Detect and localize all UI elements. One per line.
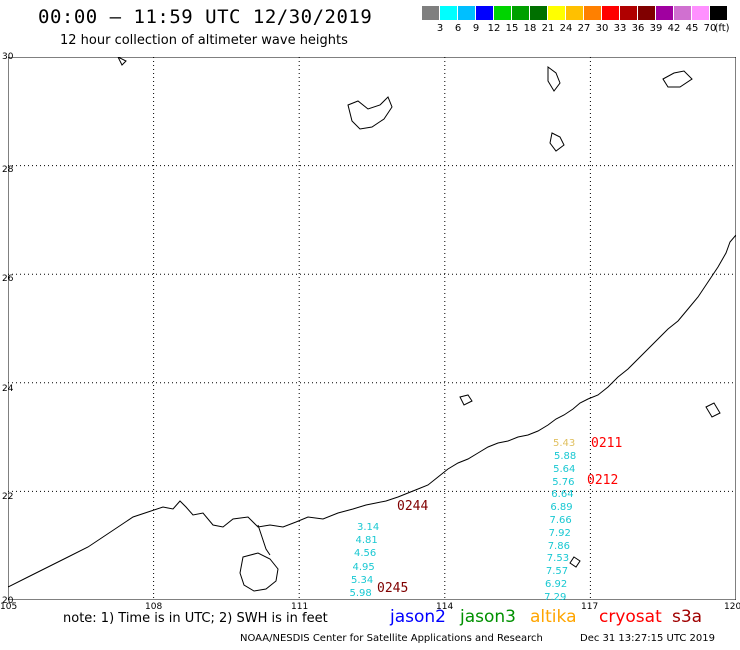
orbit-label-0211: 0211: [591, 436, 623, 451]
scale-label: 18: [523, 23, 537, 34]
scale-swatch: [674, 6, 691, 20]
scale-swatch: [566, 6, 583, 20]
swh-value: 7.57: [545, 566, 569, 578]
map-plot: [7, 55, 737, 601]
hainan-island: [239, 552, 279, 592]
map-frame: [7, 56, 737, 601]
latitude-label: 24: [2, 384, 14, 394]
credit-text: NOAA/NESDIS Center for Satellite Applica…: [240, 633, 543, 644]
island-north-4: [549, 132, 565, 152]
scale-swatch: [494, 6, 511, 20]
swh-value: 4.81: [355, 535, 378, 547]
scale-label: 30: [595, 23, 609, 34]
latitude-label: 20: [2, 596, 14, 606]
scale-swatch: [440, 6, 457, 20]
longitude-label: 117: [581, 602, 599, 612]
scale-label: 3: [436, 23, 444, 34]
latitude-label: 26: [2, 274, 14, 284]
latitude-label: 30: [2, 52, 14, 62]
scale-label: 12: [487, 23, 501, 34]
scale-label: 45: [685, 23, 699, 34]
island-north-2: [547, 66, 561, 92]
scale-label: 21: [541, 23, 555, 34]
orbit-label-0245: 0245: [377, 581, 409, 596]
island-small-1: [459, 394, 473, 406]
scale-label: 36: [631, 23, 645, 34]
swh-value: 6.64: [551, 489, 574, 501]
scale-label: 42: [667, 23, 681, 34]
swh-value: 7.53: [546, 553, 570, 565]
scale-label: (ft): [714, 23, 730, 34]
scale-swatch: [530, 6, 547, 20]
scale-swatch: [548, 6, 565, 20]
scale-swatch: [476, 6, 493, 20]
swh-value: 6.89: [550, 502, 573, 514]
orbit-label-0244: 0244: [397, 499, 429, 514]
swh-value: 7.86: [547, 540, 570, 552]
leizhou-peninsula: [257, 524, 271, 556]
mainland-coastline: [7, 234, 737, 588]
scale-label: 15: [505, 23, 519, 34]
scale-swatch: [422, 6, 439, 20]
scale-swatch: [656, 6, 673, 20]
swh-value: 4.56: [354, 548, 377, 560]
swh-value: 4.95: [352, 561, 375, 573]
map-canvas: [7, 55, 737, 601]
island-small-3: [569, 556, 581, 568]
latitude-label: 28: [2, 165, 14, 175]
scale-label: 27: [577, 23, 591, 34]
swh-value: 5.88: [554, 451, 577, 462]
longitude-label: 114: [436, 602, 454, 612]
sat-jason2: jason2: [390, 607, 446, 627]
graticule: [8, 57, 736, 600]
island-small-4: [116, 55, 127, 66]
longitude-label: 108: [145, 602, 163, 612]
coastline: [7, 55, 737, 592]
sat-altika: altika: [530, 607, 577, 627]
scale-swatch: [620, 6, 637, 20]
scale-label: 24: [559, 23, 573, 34]
scale-label: 70: [703, 23, 717, 34]
latitude-label: 22: [2, 492, 14, 502]
timestamp-text: Dec 31 13:27:15 UTC 2019: [580, 633, 715, 644]
swh-value: 6.92: [545, 579, 568, 590]
map-title: 00:00 – 11:59 UTC 12/30/2019: [38, 6, 373, 28]
swh-value: 7.29: [544, 591, 567, 603]
longitude-label: 111: [291, 602, 309, 612]
scale-swatch: [710, 6, 727, 20]
sat-jason3: jason3: [460, 607, 516, 627]
scale-swatch: [458, 6, 475, 20]
island-north-1: [347, 96, 393, 130]
swh-value: 5.76: [552, 476, 575, 488]
swh-value: 7.92: [548, 527, 571, 539]
sat-s3a: s3a: [672, 607, 703, 627]
scale-swatch: [638, 6, 655, 20]
scale-swatch: [602, 6, 619, 20]
footer-note: note: 1) Time is in UTC; 2) SWH is in fe…: [63, 611, 328, 626]
scale-swatch: [512, 6, 529, 20]
sat-cryosat: cryosat: [599, 607, 662, 627]
swh-value-top: 5.43: [553, 438, 576, 449]
orbit-label-0212: 0212: [587, 473, 619, 488]
scale-swatch: [584, 6, 601, 20]
scale-label: 9: [472, 23, 480, 34]
island-north-3: [662, 70, 693, 88]
map-subtitle: 12 hour collection of altimeter wave hei…: [60, 33, 348, 48]
swh-value: 7.66: [549, 515, 572, 526]
longitude-label: 120: [724, 602, 740, 612]
scale-label: 39: [649, 23, 663, 34]
color-scale-legend: 3 6 9 12 15 18 21 24 27 30 33 36 39 42 45 70 (ft): [422, 6, 730, 36]
swh-value: 5.34: [351, 574, 374, 586]
scale-label: 33: [613, 23, 627, 34]
scale-swatch: [692, 6, 709, 20]
swh-value: 3.14: [357, 522, 380, 533]
swh-value: 5.98: [349, 588, 372, 599]
scale-label: 6: [454, 23, 462, 34]
longitude-label: 105: [0, 602, 18, 612]
swh-value: 5.64: [553, 463, 576, 475]
island-small-2: [705, 402, 721, 418]
